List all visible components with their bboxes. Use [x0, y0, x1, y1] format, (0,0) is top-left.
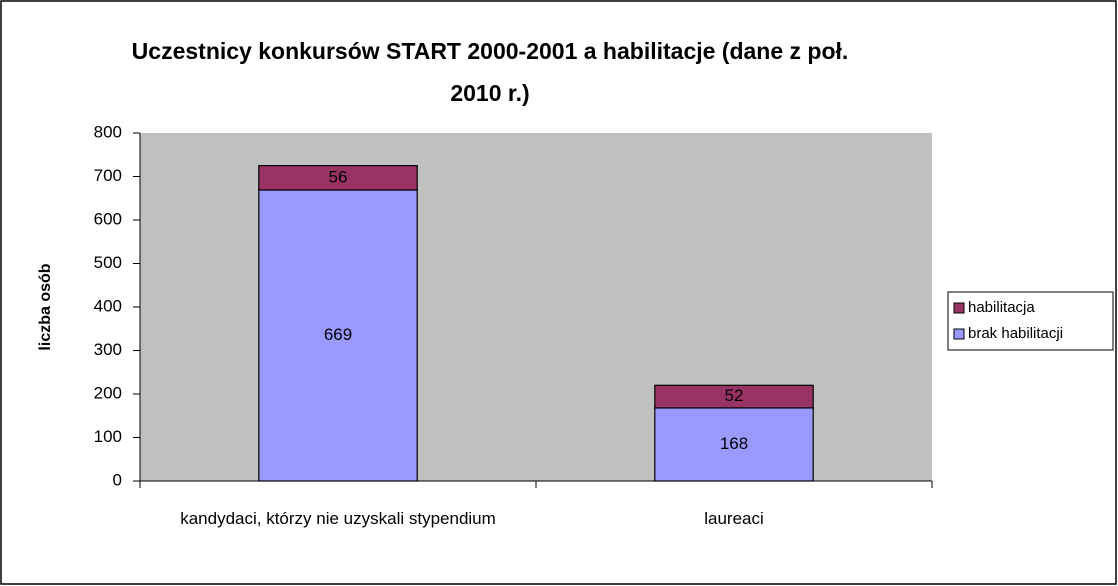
- bar-segment: [258, 165, 418, 191]
- x-tick-label: laureaci: [704, 509, 764, 528]
- chart-title: Uczestnicy konkursów START 2000-2001 a h…: [131, 38, 849, 106]
- y-tick-label: 300: [94, 340, 122, 359]
- y-tick-label: 0: [113, 470, 122, 489]
- y-tick-label: 100: [94, 427, 122, 446]
- data-label: 168: [720, 434, 748, 453]
- x-tick-label: kandydaci, którzy nie uzyskali stypendiu…: [180, 509, 496, 528]
- y-axis-label: liczba osób: [37, 263, 54, 350]
- data-label: 56: [329, 167, 348, 186]
- legend-swatch: [953, 302, 965, 314]
- bar-segment: [258, 189, 418, 482]
- legend-swatch: [953, 328, 965, 340]
- y-tick-label: 400: [94, 296, 122, 315]
- y-tick-label: 200: [94, 383, 122, 402]
- data-label: 669: [324, 325, 352, 344]
- bar-segment: [654, 384, 814, 409]
- data-label: 52: [725, 386, 744, 405]
- y-tick-label: 700: [94, 166, 122, 185]
- y-tick-label: 500: [94, 253, 122, 272]
- bar-segment: [654, 407, 814, 482]
- legend-box: [947, 291, 1114, 351]
- y-tick-label: 600: [94, 209, 122, 228]
- legend-label: brak habilitacji: [968, 325, 1063, 342]
- y-tick-label: 800: [94, 122, 122, 141]
- legend-label: habilitacja: [968, 299, 1035, 316]
